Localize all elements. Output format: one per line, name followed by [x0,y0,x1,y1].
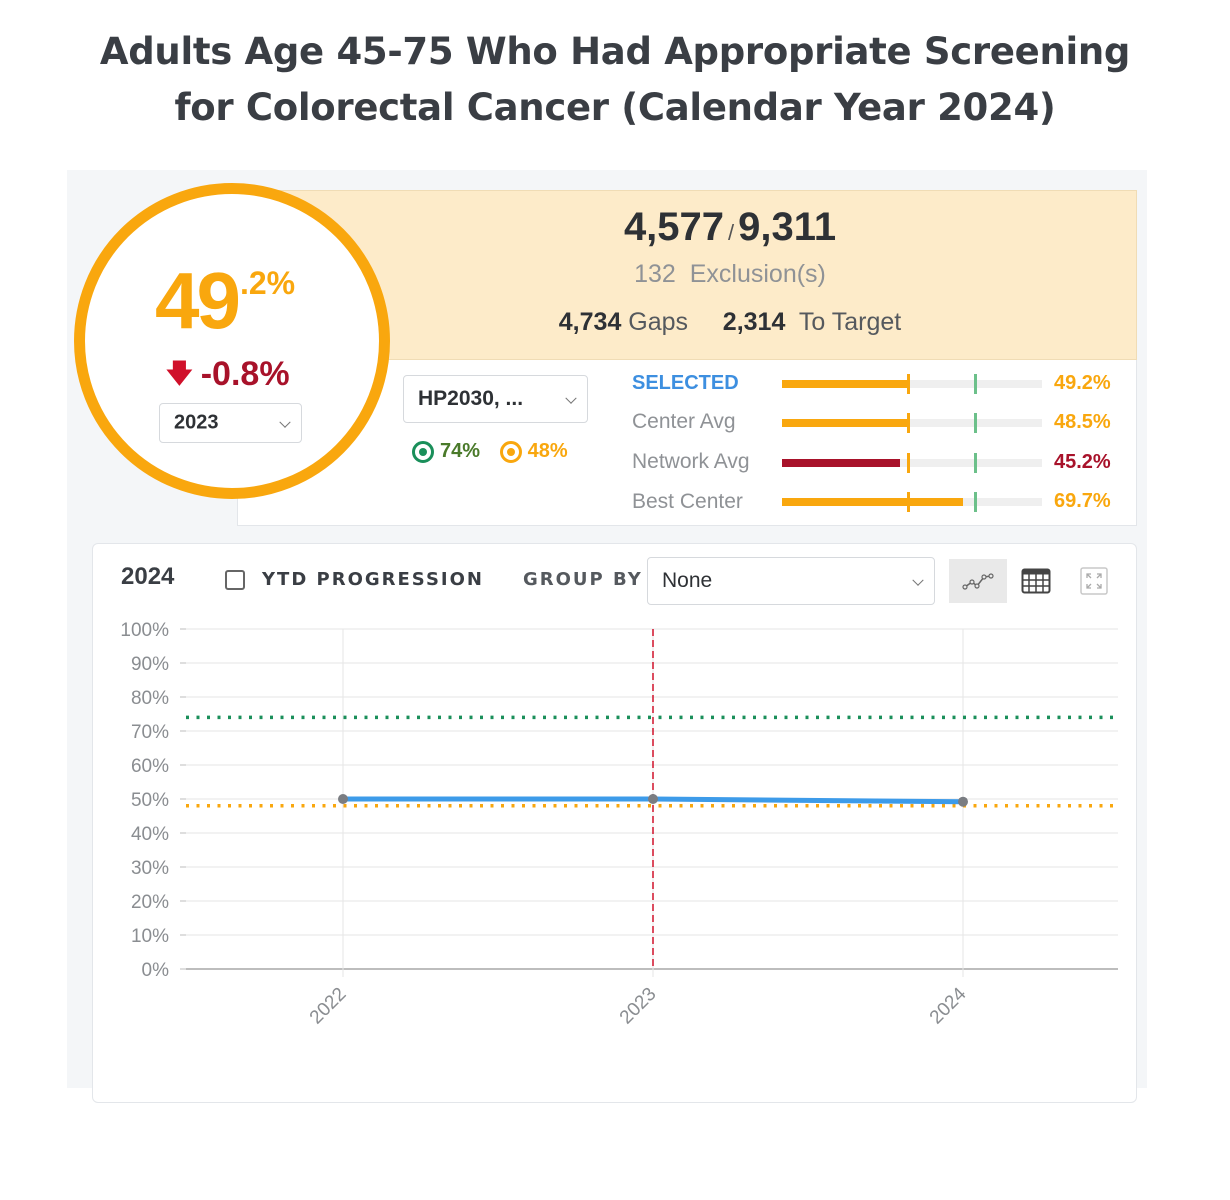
target-green-value: 74% [440,440,481,462]
numerator: 4,577 [623,205,725,249]
group-by-label: GROUP BY [523,569,643,590]
gaps-summary: 4,734 Gaps 2,314 To Target [390,308,1070,337]
compare-year-value: 2023 [174,411,219,434]
numerator-denominator: 4,577/9,311 [390,205,1070,250]
target-green: 74% [412,440,480,463]
delta-value: -0.8% [200,355,290,393]
exclusions-label: Exclusion(s) [689,260,826,288]
score-ring [74,183,390,499]
ratio-separator: / [728,220,735,245]
targets: 74% 48% [412,440,582,469]
cmp-value-best-center: 69.7% [1054,490,1111,512]
ytd-checkbox[interactable] [225,570,245,590]
line-chart-icon [962,573,994,590]
cmp-bar [782,374,1042,394]
cmp-bar [782,453,1042,473]
exclusions-count: 132 [634,260,676,288]
target-icon [499,440,522,463]
score-integer: 49 [155,256,241,345]
benchmark-tick [906,453,910,473]
gaps-count: 4,734 [558,308,622,336]
to-target-label: To Target [798,308,902,336]
table-view-button[interactable] [1007,559,1065,603]
benchmark-tick [906,413,910,433]
title-line-2: for Colorectal Cancer (Calendar Year 202… [174,86,1056,129]
score-decimal: .2% [239,265,296,301]
target-tick [974,453,978,473]
group-by-value: None [662,569,713,592]
target-orange-value: 48% [527,440,568,462]
target-icon [412,440,434,463]
cmp-bar-fill [782,380,910,388]
cmp-value-selected: 49.2% [1054,372,1111,394]
cmp-value-network-avg: 45.2% [1054,451,1111,473]
chevron-down-icon [565,392,577,404]
cmp-bar [782,413,1042,433]
group-by-select[interactable]: None [647,557,935,605]
target-tick [974,492,978,512]
cmp-bar-fill [782,498,964,506]
target-tick [974,413,978,433]
ytd-label[interactable]: YTD PROGRESSION [262,569,484,590]
gaps-label: Gaps [628,308,689,336]
benchmark-tick [906,374,910,394]
exclusions[interactable]: 132 Exclusion(s) [390,260,1070,289]
arrow-down-icon: 🡇 [166,358,193,388]
benchmark-value: HP2030, ... [418,387,524,410]
cmp-bar-fill [782,419,909,427]
cmp-bar-fill [782,459,900,467]
compare-year-select[interactable]: 2023 [159,403,302,443]
cmp-value-center-avg: 48.5% [1054,411,1111,433]
page-title: Adults Age 45-75 Who Had Appropriate Scr… [0,24,1230,136]
benchmark-tick [906,492,910,512]
score-value: 49.2% [155,255,295,347]
expand-icon [1080,567,1108,595]
score-delta: 🡇 -0.8% [166,355,290,399]
expand-button[interactable] [1065,559,1123,603]
cmp-bar [782,492,1042,512]
target-tick [974,374,978,394]
chevron-down-icon [279,416,291,428]
chart-card [92,543,1137,1103]
chart-year: 2024 [121,563,175,590]
line-chart-button[interactable] [949,559,1007,603]
target-orange: 48% [499,440,568,463]
cmp-label-center-avg: Center Avg [632,410,736,433]
cmp-label-best-center: Best Center [632,490,743,513]
denominator: 9,311 [738,205,837,249]
to-target-count: 2,314 [722,308,786,336]
title-line-1: Adults Age 45-75 Who Had Appropriate Scr… [99,30,1131,73]
cmp-label-network-avg: Network Avg [632,450,750,473]
chevron-down-icon [912,574,924,586]
benchmark-select[interactable]: HP2030, ... [403,375,588,423]
table-icon [1021,568,1051,594]
cmp-label-selected: SELECTED [632,372,739,394]
